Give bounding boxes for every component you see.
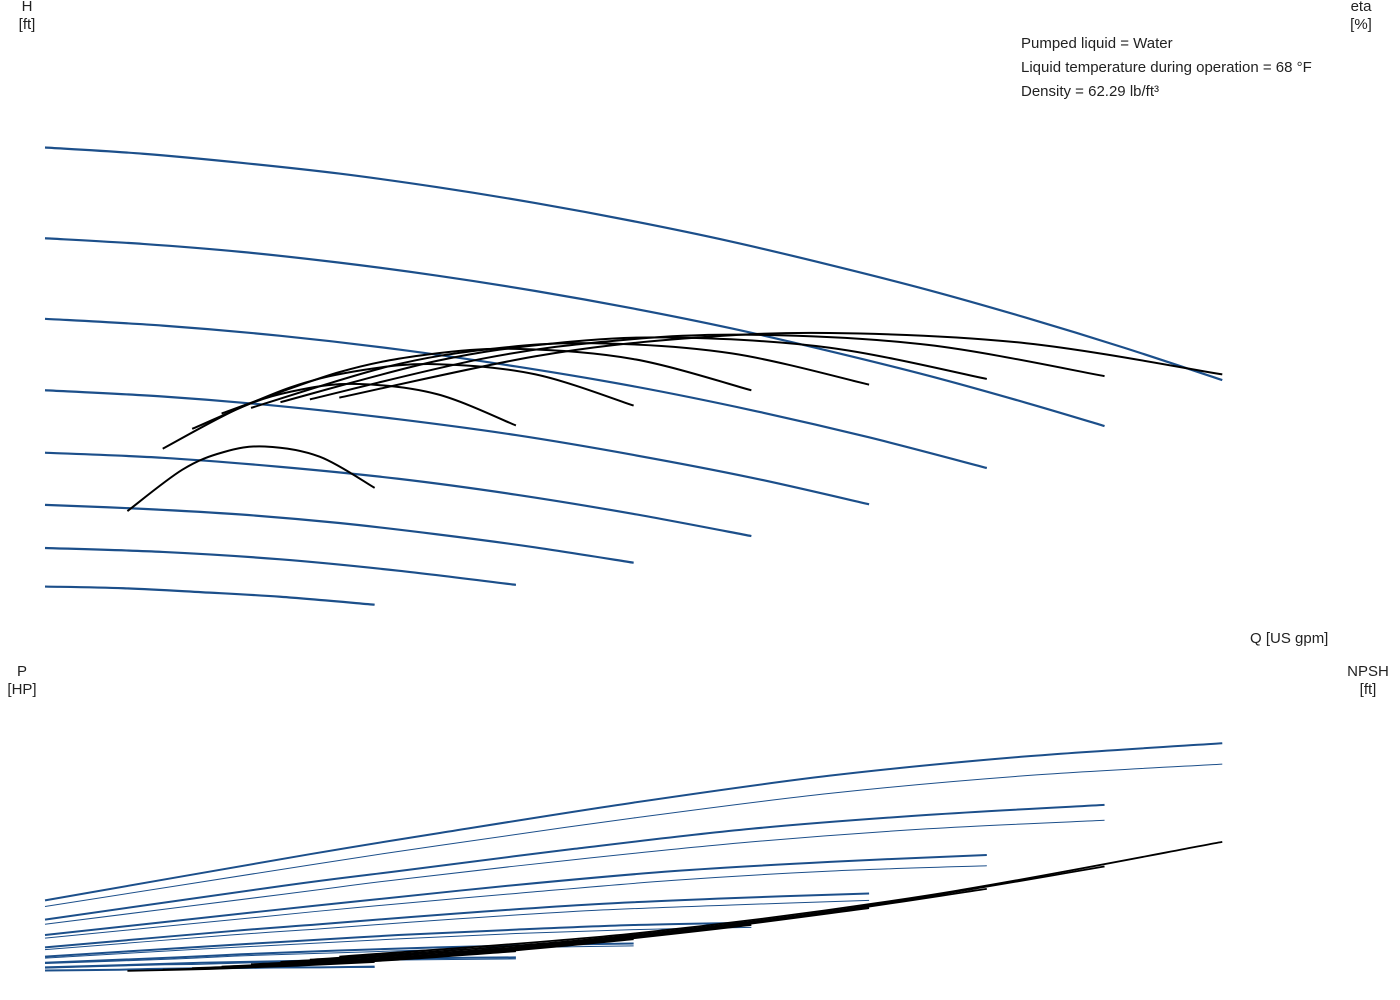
- p1-curve: [44, 742, 1223, 902]
- curves-layer: [44, 146, 1223, 972]
- y2-axis-label: eta: [1351, 0, 1373, 15]
- head-curve: [44, 585, 375, 606]
- head-curve: [44, 451, 752, 538]
- head-curve: [44, 317, 988, 470]
- efficiency-curve: [280, 336, 988, 404]
- y-axis-label: H: [22, 0, 33, 15]
- y-axis-unit: [ft]: [19, 16, 36, 33]
- efficiency-curve: [191, 363, 634, 430]
- efficiency-curve: [309, 333, 1105, 401]
- p1-curve: [44, 892, 870, 949]
- y2-axis-unit: [ft]: [1360, 681, 1377, 698]
- efficiency-curve: [162, 382, 517, 450]
- p2-curve: [44, 926, 752, 959]
- head-curve: [44, 237, 1105, 428]
- p2-curve: [44, 865, 987, 939]
- p2-curve: [44, 763, 1223, 908]
- head-curve: [44, 389, 870, 506]
- p1-curve: [44, 921, 752, 958]
- head-curve: [44, 146, 1223, 382]
- annotation: Liquid temperature during operation = 68…: [1021, 59, 1312, 76]
- y2-axis-unit: [%]: [1350, 16, 1372, 33]
- npsh-curve: [250, 907, 870, 966]
- p2-curve: [44, 819, 1105, 925]
- p1-curve: [44, 853, 987, 937]
- npsh-curve: [127, 961, 375, 972]
- y-axis-label: P: [17, 663, 27, 680]
- y2-axis-label: NPSH: [1347, 663, 1389, 680]
- npsh-curve: [339, 840, 1223, 958]
- y-axis-unit: [HP]: [7, 681, 36, 698]
- annotation: Pumped liquid = Water: [1021, 35, 1173, 52]
- efficiency-curve: [250, 342, 870, 409]
- annotation: Density = 62.29 lb/ft³: [1021, 83, 1159, 100]
- head-curve: [44, 546, 517, 586]
- p1-curve: [44, 803, 1105, 921]
- efficiency-curve: [339, 331, 1223, 399]
- p2-curve: [44, 899, 870, 951]
- npsh-curve: [280, 887, 987, 963]
- npsh-curve: [309, 865, 1105, 961]
- efficiency-curve: [126, 445, 376, 512]
- x-axis-label: Q [US gpm]: [1250, 630, 1328, 647]
- head-curve: [44, 503, 634, 564]
